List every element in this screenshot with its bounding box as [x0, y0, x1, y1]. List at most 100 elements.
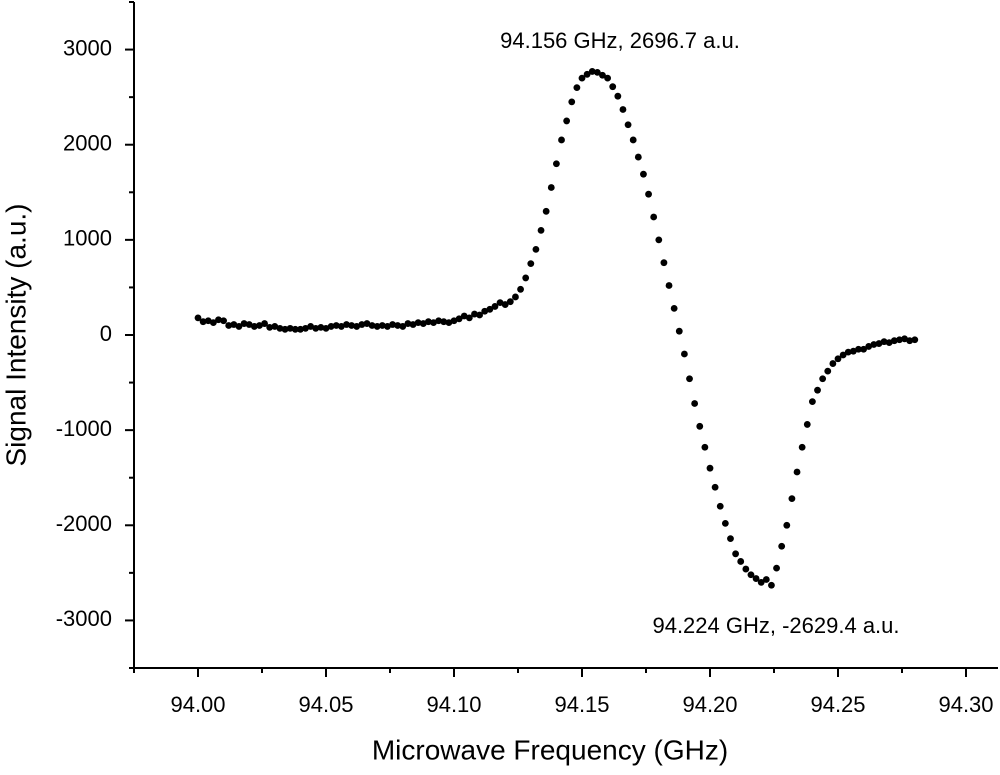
data-point [809, 398, 816, 405]
data-point [737, 558, 745, 565]
data-point [747, 571, 755, 579]
data-point [414, 319, 422, 327]
data-point [880, 338, 888, 346]
data-point [624, 121, 632, 129]
data-point [281, 325, 289, 333]
data-point [865, 343, 873, 350]
data-point [312, 324, 320, 332]
data-point [599, 71, 606, 79]
data-point [788, 495, 796, 503]
data-point [240, 320, 248, 327]
data-point [435, 317, 443, 325]
data-point [537, 226, 545, 234]
data-point [491, 303, 499, 310]
data-point [814, 386, 821, 394]
data-point [670, 304, 678, 312]
data-point [337, 323, 345, 330]
data-point [640, 170, 647, 178]
data-point [578, 74, 586, 82]
data-point [860, 345, 867, 353]
data-point [209, 319, 217, 327]
x-tick-label: 94.05 [298, 692, 353, 717]
data-point [204, 317, 212, 325]
data-point [711, 483, 719, 491]
data-point [445, 319, 453, 327]
data-point [291, 325, 299, 333]
data-point [486, 305, 494, 313]
data-point [215, 316, 222, 324]
data-point [409, 321, 417, 328]
annotation: 94.224 GHz, -2629.4 a.u. [652, 613, 899, 638]
data-point [716, 502, 724, 510]
y-tick-label: 1000 [63, 226, 112, 251]
data-point [568, 98, 576, 106]
y-axis-title: Signal Intensity (a.u.) [0, 203, 31, 466]
data-point [460, 312, 468, 320]
data-point [527, 260, 535, 268]
data-point [798, 443, 806, 451]
data-point [773, 564, 780, 572]
data-point [256, 322, 263, 329]
data-point [384, 323, 391, 330]
data-point [476, 311, 483, 319]
data-point [235, 323, 243, 330]
data-point [332, 322, 340, 329]
x-tick-label: 94.25 [810, 692, 865, 717]
data-point [532, 245, 540, 253]
data-point [471, 310, 478, 318]
data-point [481, 307, 489, 315]
data-point [558, 136, 565, 144]
data-point [250, 323, 258, 330]
x-tick-label: 94.00 [170, 692, 225, 717]
data-point [573, 84, 581, 92]
data-point [906, 337, 914, 345]
data-point [834, 355, 842, 363]
data-point [297, 325, 304, 333]
data-point [911, 336, 919, 344]
data-point [553, 160, 560, 168]
data-point [563, 117, 571, 125]
data-point [762, 576, 770, 583]
data-point [614, 92, 622, 100]
data-point [855, 345, 862, 353]
data-point [302, 324, 309, 332]
data-point [757, 578, 765, 586]
data-point [706, 464, 714, 472]
data-point [752, 575, 760, 582]
data-point [691, 400, 699, 407]
data-point [389, 321, 396, 328]
data-point [696, 422, 704, 430]
data-point [317, 323, 325, 331]
data-point [875, 340, 883, 347]
data-point [819, 375, 827, 383]
y-tick-label: -1000 [56, 416, 112, 441]
data-point [425, 318, 432, 326]
data-point [890, 337, 898, 345]
x-tick-label: 94.15 [554, 692, 609, 717]
data-point [803, 421, 811, 428]
data-point [194, 314, 202, 322]
data-point [588, 68, 596, 75]
data-point [896, 336, 903, 344]
data-point [609, 83, 617, 91]
data-point [404, 320, 412, 327]
data-point [768, 581, 775, 589]
y-tick-label: 0 [100, 321, 112, 346]
data-point [419, 320, 427, 327]
x-axis-title: Microwave Frequency (GHz) [372, 734, 728, 765]
data-point [343, 321, 350, 328]
data-point [727, 535, 734, 543]
data-point [583, 70, 591, 78]
x-tick-label: 94.30 [938, 692, 993, 717]
data-point [225, 322, 233, 329]
data-point [655, 236, 663, 244]
data-point [348, 322, 355, 329]
data-point [517, 285, 524, 293]
data-point [829, 360, 837, 367]
data-point [261, 320, 268, 327]
data-point [501, 301, 509, 308]
data-point [322, 324, 330, 332]
data-point [721, 519, 729, 527]
data-point [512, 293, 519, 301]
data-point [286, 324, 294, 332]
